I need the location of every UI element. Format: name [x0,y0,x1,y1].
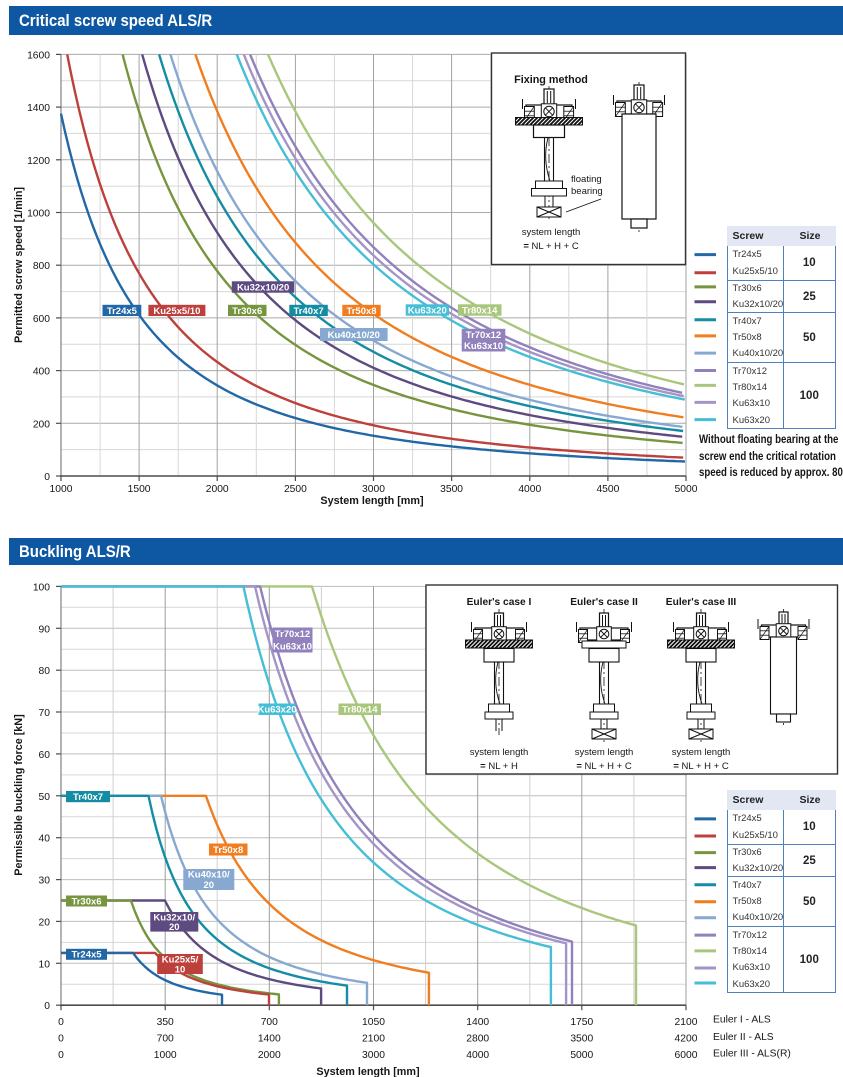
svg-text:Tr80x14: Tr80x14 [342,705,378,716]
svg-text:Ku63x20: Ku63x20 [408,305,447,316]
svg-text:0: 0 [58,1017,64,1028]
svg-text:50: 50 [39,792,51,803]
svg-text:system length: system length [672,747,731,758]
svg-text:1000: 1000 [27,209,50,220]
svg-text:40: 40 [39,834,51,845]
svg-text:Permitted screw speed [1/min]: Permitted screw speed [1/min] [13,187,25,343]
svg-text:2000: 2000 [206,484,229,495]
svg-text:Tr50x8: Tr50x8 [346,306,376,317]
svg-text:3000: 3000 [362,484,385,495]
svg-text:20: 20 [169,922,180,933]
svg-text:Ku40x10/20: Ku40x10/20 [328,330,380,341]
svg-text:3000: 3000 [362,1050,385,1061]
svg-text:4000: 4000 [518,484,541,495]
svg-text:2800: 2800 [466,1034,489,1045]
svg-text:0: 0 [44,1001,50,1012]
svg-text:80: 80 [39,666,51,677]
svg-text:Tr70x12: Tr70x12 [466,330,501,341]
svg-text:= NL + H + C: = NL + H + C [576,761,632,772]
svg-text:2500: 2500 [284,484,307,495]
svg-text:60: 60 [39,750,51,761]
svg-text:1050: 1050 [362,1017,385,1028]
svg-text:20: 20 [204,880,215,891]
svg-text:Ku25x5/10: Ku25x5/10 [153,306,200,317]
svg-text:System length [mm]: System length [mm] [316,1066,419,1077]
svg-text:Ku40x10/: Ku40x10/ [188,870,230,881]
svg-text:0: 0 [58,1050,64,1061]
svg-text:1600: 1600 [27,50,50,61]
svg-text:1200: 1200 [27,156,50,167]
svg-text:3500: 3500 [570,1034,593,1045]
svg-text:1000: 1000 [50,484,73,495]
svg-text:1400: 1400 [258,1034,281,1045]
svg-text:Tr30x6: Tr30x6 [71,896,101,907]
svg-text:200: 200 [33,419,50,430]
svg-text:1000: 1000 [154,1050,177,1061]
svg-text:Ku25x5/: Ku25x5/ [162,954,199,965]
svg-text:= NL + H + C: = NL + H + C [523,241,579,252]
svg-text:Euler I - ALS: Euler I - ALS [713,1015,771,1026]
svg-text:Fixing method: Fixing method [514,74,588,86]
svg-text:Euler III - ALS(R): Euler III - ALS(R) [713,1049,791,1060]
svg-text:Ku63x20: Ku63x20 [257,705,296,716]
svg-text:Ku32x10/: Ku32x10/ [153,912,195,923]
svg-text:3500: 3500 [440,484,463,495]
svg-text:Ku63x10: Ku63x10 [464,341,503,352]
svg-text:10: 10 [175,964,186,975]
svg-text:0: 0 [44,472,50,483]
svg-text:10: 10 [39,959,51,970]
svg-text:Euler's case II: Euler's case II [570,597,638,608]
svg-text:Tr24x5: Tr24x5 [107,306,138,317]
svg-text:0: 0 [58,1034,64,1045]
svg-text:Tr50x8: Tr50x8 [213,845,243,856]
svg-text:system length: system length [522,227,581,238]
svg-text:700: 700 [261,1017,278,1028]
svg-text:Ku63x10: Ku63x10 [273,642,312,653]
svg-text:Euler's case I: Euler's case I [467,597,532,608]
svg-text:Tr40x7: Tr40x7 [294,306,324,317]
svg-text:600: 600 [33,314,50,325]
svg-text:Tr40x7: Tr40x7 [73,792,103,803]
svg-text:1500: 1500 [128,484,151,495]
svg-text:700: 700 [157,1034,174,1045]
svg-text:4000: 4000 [466,1050,489,1061]
svg-text:system length: system length [470,747,529,758]
svg-text:5000: 5000 [570,1050,593,1061]
svg-text:800: 800 [33,261,50,272]
svg-text:6000: 6000 [675,1050,698,1061]
svg-text:70: 70 [39,708,51,719]
svg-text:2000: 2000 [258,1050,281,1061]
svg-text:1400: 1400 [27,103,50,114]
svg-text:20: 20 [39,917,51,928]
svg-text:350: 350 [157,1017,174,1028]
svg-text:4200: 4200 [675,1034,698,1045]
svg-text:Tr24x5: Tr24x5 [71,950,102,961]
svg-text:Euler's case III: Euler's case III [666,597,737,608]
svg-text:= NL + H + C: = NL + H + C [673,761,729,772]
svg-text:2100: 2100 [362,1034,385,1045]
svg-text:90: 90 [39,624,51,635]
svg-text:Tr80x14: Tr80x14 [462,305,498,316]
svg-text:System length [mm]: System length [mm] [320,495,423,507]
svg-text:floating: floating [571,174,602,185]
svg-text:2100: 2100 [675,1017,698,1028]
svg-text:1750: 1750 [570,1017,593,1028]
svg-text:400: 400 [33,367,50,378]
svg-text:Tr70x12: Tr70x12 [275,629,310,640]
svg-text:1400: 1400 [466,1017,489,1028]
svg-text:4500: 4500 [596,484,619,495]
svg-text:30: 30 [39,876,51,887]
svg-text:bearing: bearing [571,186,603,197]
svg-text:system length: system length [575,747,634,758]
svg-text:100: 100 [33,582,50,593]
svg-text:Euler II - ALS: Euler II - ALS [713,1032,774,1043]
svg-text:Permissible buckling force [kN: Permissible buckling force [kN] [13,714,25,875]
svg-text:5000: 5000 [675,484,698,495]
svg-text:Tr30x6: Tr30x6 [232,306,262,317]
svg-text:Ku32x10/20: Ku32x10/20 [237,282,289,293]
svg-text:= NL + H: = NL + H [480,761,518,772]
